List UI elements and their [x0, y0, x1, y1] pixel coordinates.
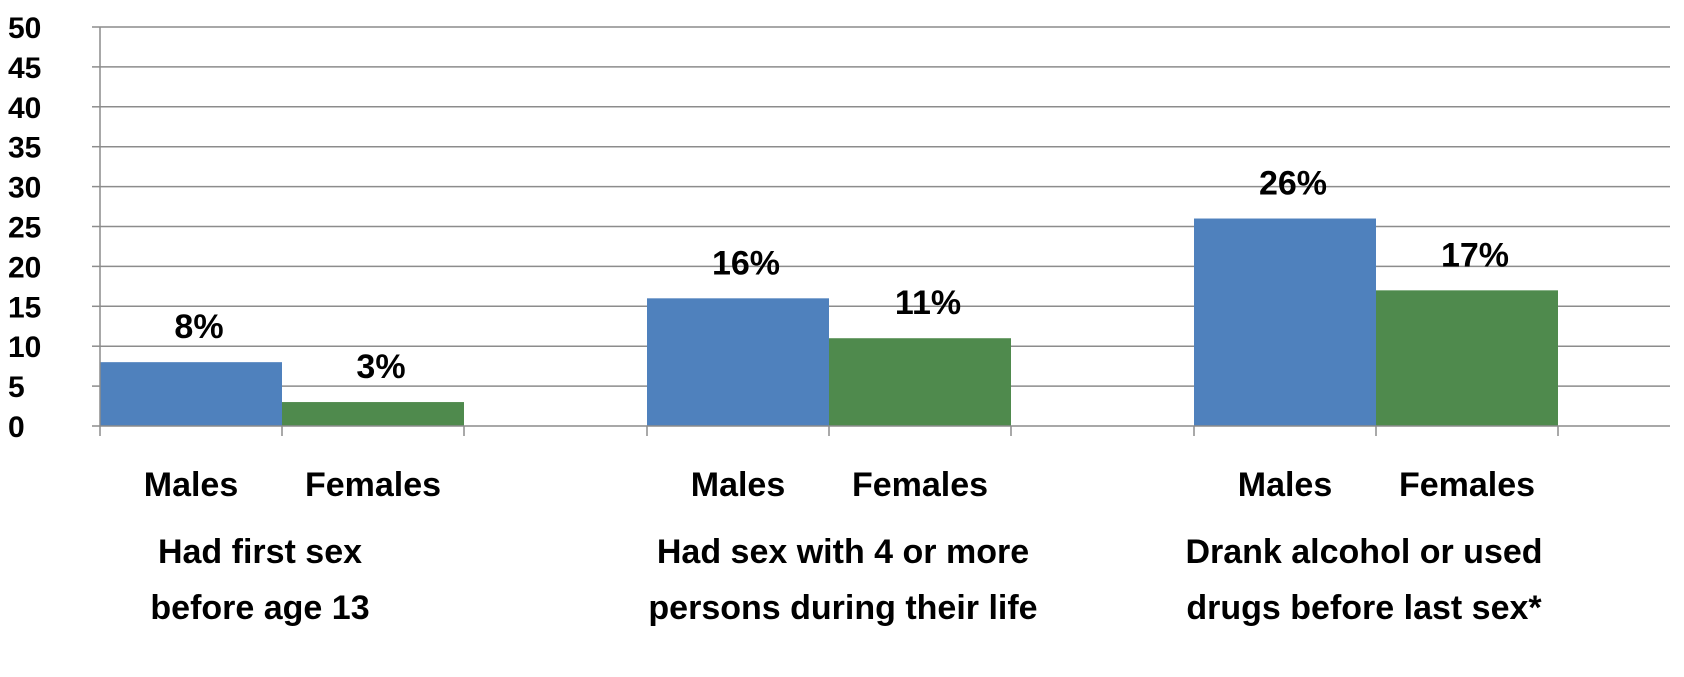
y-tick-label: 15: [8, 291, 41, 324]
x-category-label: Males: [691, 466, 786, 504]
data-label: 8%: [174, 308, 223, 346]
bar-males-2: [647, 298, 829, 426]
data-label: 11%: [895, 284, 961, 322]
y-tick-label: 0: [8, 411, 25, 444]
x-category-label: Females: [852, 466, 988, 504]
bar-females-1: [282, 402, 464, 426]
y-tick-label: 10: [8, 331, 41, 364]
y-tick-label: 35: [8, 132, 41, 165]
y-tick-label: 20: [8, 251, 41, 284]
y-tick-label: 45: [8, 52, 41, 85]
bar-females-2: [829, 338, 1011, 426]
axes: [92, 26, 1670, 436]
x-category-label: Females: [305, 466, 441, 504]
group-label-line: before age 13: [150, 589, 369, 627]
data-label: 16%: [712, 244, 780, 282]
bar-females-3: [1376, 290, 1558, 426]
bar-males-3: [1194, 218, 1376, 426]
data-label: 26%: [1259, 165, 1327, 203]
data-label: 3%: [356, 348, 405, 386]
group-label-line: drugs before last sex*: [1186, 589, 1542, 627]
group-label-line: persons during their life: [648, 589, 1037, 627]
data-label: 17%: [1441, 236, 1509, 274]
y-tick-label: 5: [8, 371, 25, 404]
y-tick-label: 25: [8, 212, 41, 245]
y-tick-label: 50: [8, 12, 41, 45]
x-category-label: Females: [1399, 466, 1535, 504]
labels: 0 5 10 15 20 25 30 35 40 45 50 8% Males 3% Females Had …: [8, 12, 1543, 627]
bars: [100, 218, 1558, 426]
y-tick-label: 30: [8, 172, 41, 205]
gridlines: [100, 26, 1670, 387]
bar-males-1: [100, 362, 282, 426]
group-label-line: Had first sex: [158, 533, 362, 571]
x-category-label: Males: [1238, 466, 1333, 504]
x-category-label: Males: [144, 466, 239, 504]
group-label-line: Had sex with 4 or more: [657, 533, 1029, 571]
y-tick-label: 40: [8, 92, 41, 125]
group-label-line: Drank alcohol or used: [1185, 533, 1542, 571]
